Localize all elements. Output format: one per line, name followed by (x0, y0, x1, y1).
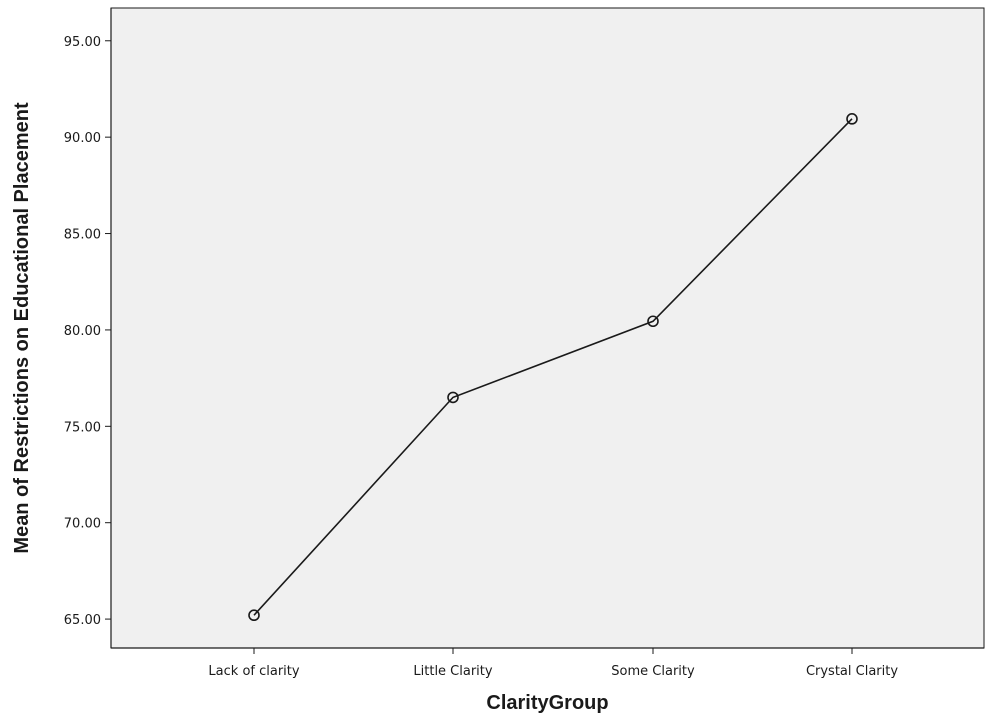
x-tick-label: Crystal Clarity (806, 664, 898, 679)
data-point (248, 609, 260, 622)
x-axis-title: ClarityGroup (486, 692, 608, 714)
y-tick-label: 80.00 (64, 324, 101, 339)
x-axis-ticks: Lack of clarity Little Clarity Some Clarit… (208, 648, 898, 679)
data-point (647, 315, 659, 328)
y-tick-label: 65.00 (64, 613, 101, 628)
y-axis-ticks: 65.00 70.00 75.00 80.00 85.00 90.00 95.00 (64, 35, 111, 628)
x-tick-label: Little Clarity (413, 664, 493, 679)
y-tick-label: 70.00 (64, 517, 101, 532)
y-tick-label: 75.00 (64, 420, 101, 435)
x-tick-label: Some Clarity (611, 664, 695, 679)
x-tick-label: Lack of clarity (208, 664, 299, 679)
y-tick-label: 85.00 (64, 228, 101, 243)
y-tick-label: 95.00 (64, 35, 101, 50)
data-point (447, 391, 459, 404)
series-group (248, 113, 858, 622)
series-line (253, 118, 853, 616)
y-tick-label: 90.00 (64, 131, 101, 146)
data-point (846, 113, 858, 125)
y-axis-title: Mean of Restrictions on Educational Plac… (11, 102, 33, 554)
plot-area (110, 7, 985, 649)
